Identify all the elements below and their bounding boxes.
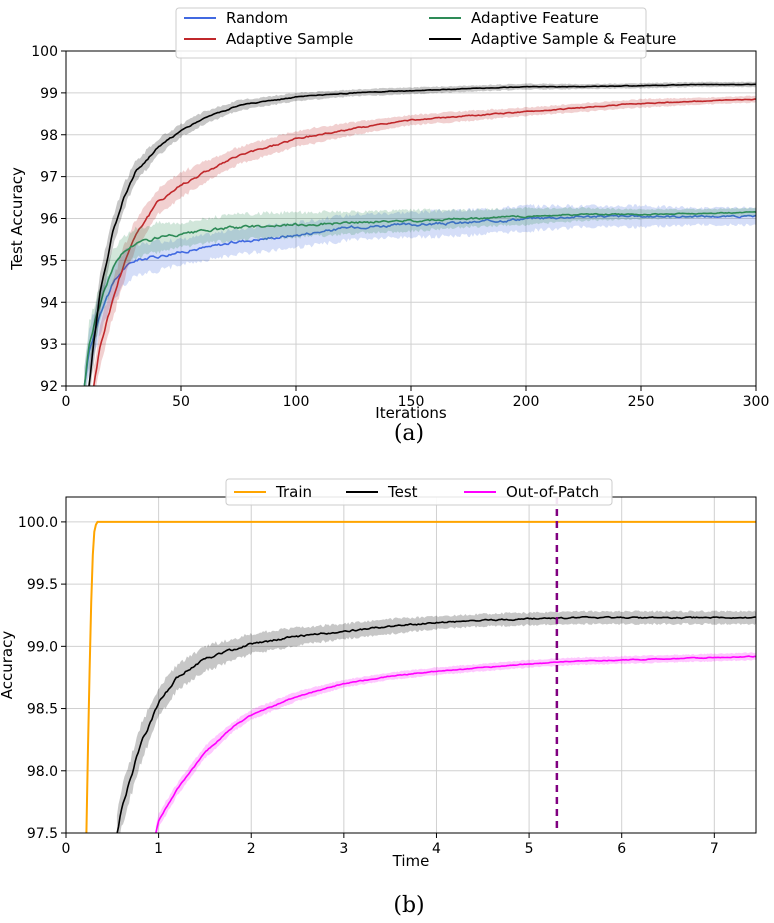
x-tick-label: 200 — [513, 394, 540, 410]
y-tick-label: 100 — [31, 44, 58, 60]
series-line-0 — [85, 520, 756, 833]
legend-label: Train — [275, 483, 312, 501]
x-tick-label: 300 — [743, 394, 770, 410]
y-tick-label: 96 — [40, 212, 58, 228]
x-tick-label: 50 — [172, 394, 190, 410]
legend-label: Test — [387, 483, 418, 501]
x-tick-label: 7 — [710, 841, 719, 857]
series-line-1 — [116, 615, 756, 833]
y-tick-label: 93 — [40, 337, 58, 353]
legend-box — [225, 478, 613, 506]
x-axis-label: Iterations — [375, 404, 447, 422]
y-tick-label: 98.5 — [27, 702, 58, 718]
series-band-0 — [84, 204, 756, 386]
plot-area — [85, 497, 756, 833]
y-tick-label: 94 — [40, 295, 58, 311]
series-line-2 — [155, 655, 756, 833]
y-tick-label: 98 — [40, 128, 58, 144]
x-tick-label: 0 — [62, 841, 71, 857]
y-tick-label: 99.5 — [27, 577, 58, 593]
x-tick-label: 0 — [62, 394, 71, 410]
series-line-2 — [83, 210, 756, 386]
x-tick-label: 1 — [154, 841, 163, 857]
x-tick-label: 6 — [617, 841, 626, 857]
y-tick-label: 97 — [40, 170, 58, 186]
legend-box — [175, 7, 647, 59]
x-tick-label: 2 — [247, 841, 256, 857]
axes-frame — [65, 496, 757, 834]
x-tick-label: 5 — [525, 841, 534, 857]
y-axis-label: Accuracy — [0, 631, 16, 700]
legend: Train Test Out-of-Patch — [225, 478, 613, 506]
x-tick-label: 250 — [628, 394, 655, 410]
series-line-0 — [83, 214, 756, 386]
legend-label: Adaptive Sample — [226, 30, 353, 48]
series-band-2 — [84, 206, 756, 386]
legend-label: Adaptive Feature — [471, 9, 599, 27]
legend: Random Adaptive Sample Adaptive Feature Ada… — [175, 7, 676, 59]
legend-label: Adaptive Sample & Feature — [471, 30, 676, 48]
x-axis-label: Time — [392, 852, 430, 870]
series-line-1 — [92, 98, 756, 386]
x-tick-label: 4 — [432, 841, 441, 857]
y-tick-label: 99 — [40, 86, 58, 102]
series-band-2 — [155, 652, 756, 833]
y-axis-label: Test Accuracy — [8, 167, 26, 271]
series-line-3 — [88, 83, 756, 386]
x-tick-label: 150 — [398, 394, 425, 410]
chart-panel-a: 0 50 100 150 200 250 300 92 93 94 95 96 97 98 99 100 Ite… — [8, 7, 770, 446]
y-tick-label: 100.0 — [18, 515, 58, 531]
plot-area — [83, 81, 756, 386]
y-tick-label: 97.5 — [27, 826, 58, 842]
y-tick-label: 92 — [40, 379, 58, 395]
y-tick-label: 99.0 — [27, 639, 58, 655]
legend-label: Random — [226, 9, 288, 27]
panel-caption: (a) — [394, 421, 424, 446]
panel-caption: (b) — [393, 893, 424, 918]
x-tick-label: 3 — [339, 841, 348, 857]
y-tick-label: 98.0 — [27, 764, 58, 780]
chart-panel-b: 0 1 2 3 4 5 6 7 97.5 98.0 98.5 99.0 99.5 100.0 Time Acc… — [0, 478, 757, 918]
y-tick-label: 95 — [40, 253, 58, 269]
legend-label: Out-of-Patch — [506, 483, 599, 501]
x-tick-label: 100 — [283, 394, 310, 410]
